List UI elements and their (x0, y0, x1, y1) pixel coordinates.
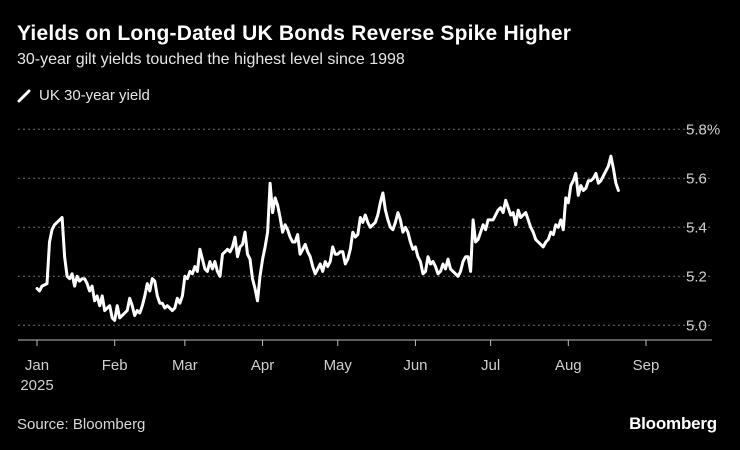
x-tick-label: Feb (102, 357, 128, 374)
x-tick-label: Jan (25, 357, 49, 374)
legend-label: UK 30-year yield (39, 87, 150, 104)
x-tick-label: Mar (172, 357, 198, 374)
x-tick-label: Jun (403, 357, 427, 374)
y-tick-label: 5.0 (686, 317, 707, 334)
x-tick-label: Sep (633, 357, 660, 374)
y-tick-label: 5.2 (686, 268, 707, 285)
series-line-uk-30-year-yield (35, 154, 620, 322)
chart-subtitle: 30-year gilt yields touched the highest … (17, 51, 405, 68)
x-tick-label: Aug (555, 357, 582, 374)
y-tick-label: 5.4 (686, 219, 707, 236)
brand-logo: Bloomberg (629, 414, 717, 433)
chart-title: Yields on Long-Dated UK Bonds Reverse Sp… (17, 22, 572, 45)
x-tick-sublabel: 2025 (20, 377, 53, 394)
x-tick-label: May (324, 357, 353, 374)
legend-line-icon (17, 89, 31, 102)
y-tick-label: 5.8% (686, 121, 720, 138)
x-tick-label: Apr (251, 357, 274, 374)
x-tick-label: Jul (481, 357, 500, 374)
source-note: Source: Bloomberg (17, 416, 146, 433)
legend: UK 30-year yield (17, 87, 150, 104)
y-tick-label: 5.6 (686, 170, 707, 187)
